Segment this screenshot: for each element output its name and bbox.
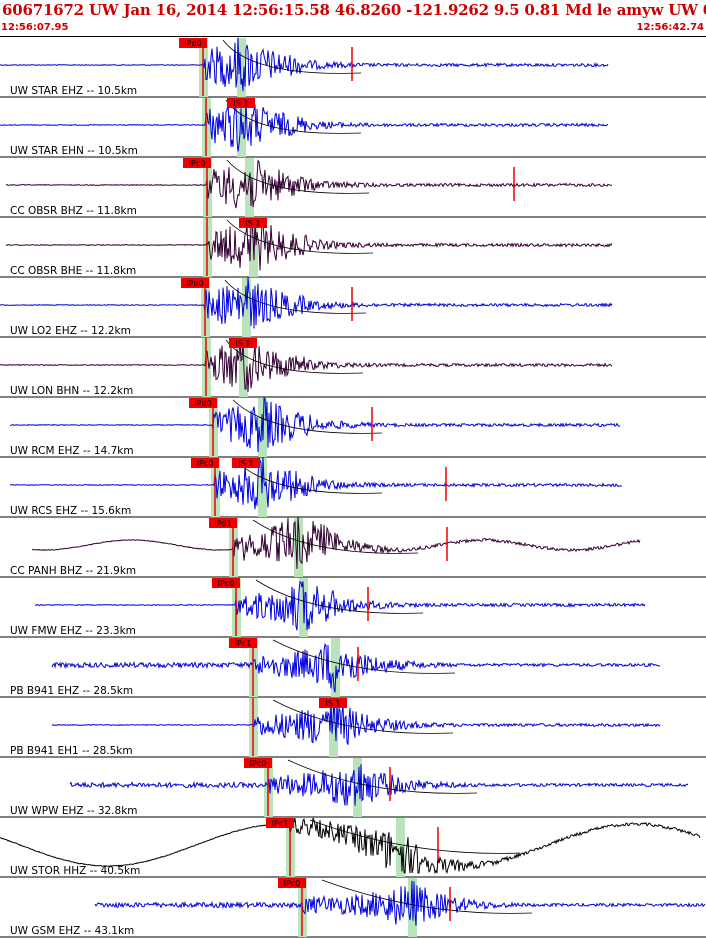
waveform	[0, 817, 701, 875]
pick2-label-box	[232, 458, 260, 468]
waveform	[0, 277, 613, 329]
station-label: UW LO2 EHZ -- 12.2km	[10, 325, 131, 337]
station-label: UW STAR EHZ -- 10.5km	[10, 85, 137, 97]
station-label: CC OBSR BHE -- 11.8km	[10, 265, 136, 277]
time-start: 12:56:07.95	[1, 22, 69, 33]
coda-curve	[255, 579, 424, 614]
trace-row: IPd0 UW LO2 EHZ -- 12.2km	[0, 277, 706, 338]
trace-row: IS 1 UW STAR EHN -- 10.5km	[0, 98, 706, 158]
pick-label-box	[181, 278, 209, 288]
s-window	[245, 158, 254, 217]
coda-curve	[252, 519, 419, 554]
s-window	[353, 758, 362, 817]
header: 60671672 UW Jan 16, 2014 12:56:15.58 46.…	[0, 0, 706, 37]
station-label: UW LON BHN -- 12.2km	[10, 385, 133, 397]
station-label: UW WPW EHZ -- 32.8km	[10, 805, 138, 817]
pick-label-box	[239, 218, 267, 228]
pick-label-box	[227, 98, 255, 108]
waveform	[0, 98, 609, 152]
trace-row: IPd0 UW RCM EHZ -- 14.7km	[0, 396, 706, 458]
waveform	[94, 880, 706, 926]
waveform	[51, 699, 661, 745]
coda-curve	[226, 159, 370, 194]
pick-label: IPc0	[189, 159, 206, 168]
coda-curve	[226, 219, 374, 254]
coda-curve	[272, 699, 454, 734]
waveform	[51, 643, 661, 693]
waveform	[0, 37, 609, 92]
station-label: PB B941 EHZ -- 28.5km	[10, 685, 133, 697]
pick-label-box	[229, 638, 257, 648]
coda-curve	[232, 399, 383, 434]
waveform	[69, 764, 689, 806]
station-label: PB B941 EH1 -- 28.5km	[10, 745, 133, 757]
pick-label-box	[212, 578, 240, 588]
coda-curve	[272, 639, 456, 674]
trace-row: IPd1 CC PANH BHZ -- 21.9km	[0, 516, 706, 578]
trace-row: IPd0 UW STAR EHZ -- 10.5km	[0, 37, 706, 98]
trace-row: IS 1 CC OBSR BHE -- 11.8km	[0, 218, 706, 278]
pick-label: IPd0	[186, 279, 203, 288]
trace-row: IPc0 UW WPW EHZ -- 32.8km	[0, 758, 706, 818]
pick-label-box	[244, 758, 272, 768]
s-window	[329, 698, 338, 757]
station-label: CC PANH BHZ -- 21.9km	[10, 565, 136, 577]
station-label: UW RCS EHZ -- 15.6km	[10, 505, 131, 517]
pick-label: IPc0	[218, 579, 235, 588]
pick-label-box	[209, 518, 237, 528]
trace-row: IPc1 UW STOR HHZ -- 40.5km	[0, 817, 706, 878]
event-title: 60671672 UW Jan 16, 2014 12:56:15.58 46.…	[2, 1, 706, 19]
s-window	[294, 518, 303, 577]
station-label: CC OBSR BHZ -- 11.8km	[10, 205, 137, 217]
trace-row: IPc0 UW GSM EHZ -- 43.1km	[0, 878, 706, 938]
trace-row: IPc1 PB B941 EHZ -- 28.5km	[0, 638, 706, 698]
coda-curve	[309, 819, 521, 854]
pick-label-box	[266, 818, 294, 828]
pick-label: IPc1	[235, 639, 252, 648]
coda-curve	[287, 759, 478, 794]
waveform	[5, 219, 613, 271]
station-label: UW FMW EHZ -- 23.3km	[10, 625, 136, 637]
station-label: UW RCM EHZ -- 14.7km	[10, 445, 134, 457]
pick-label: IPc0	[197, 459, 214, 468]
pick-label-box	[319, 698, 347, 708]
coda-curve	[224, 279, 367, 314]
trace-row: IPc0 CC OBSR BHZ -- 11.8km	[0, 158, 706, 218]
trace-row: IPc0 IS 1 UW RCS EHZ -- 15.6km	[0, 456, 706, 518]
pick-label-box	[191, 458, 219, 468]
waveform	[0, 338, 613, 392]
time-end: 12:56:42.74	[636, 22, 704, 33]
pick-label-box	[179, 38, 207, 48]
waveform	[9, 456, 623, 510]
pick-label: IPd1	[214, 519, 231, 528]
pick-label-box	[229, 338, 257, 348]
pick-label: IS 1	[245, 219, 260, 228]
pick-label-box	[278, 878, 306, 888]
s-window	[237, 38, 246, 97]
pick-label: IPc1	[272, 819, 289, 828]
station-label: UW STAR EHN -- 10.5km	[10, 145, 138, 157]
coda-curve	[222, 39, 362, 74]
coda-curve	[321, 879, 533, 914]
pick-label: IPd0	[184, 39, 201, 48]
pick2-label: IS 1	[238, 459, 253, 468]
pick-label-box	[183, 158, 211, 168]
station-label: UW GSM EHZ -- 43.1km	[10, 925, 134, 937]
trace-row: IPc0 UW FMW EHZ -- 23.3km	[0, 578, 706, 638]
waveform	[9, 396, 621, 452]
waveform	[34, 581, 646, 631]
pick-label: IS 1	[325, 699, 340, 708]
pick-label-box	[189, 398, 217, 408]
pick-label: IPd0	[194, 399, 211, 408]
pick-label: IS 1	[235, 339, 250, 348]
station-label: UW STOR HHZ -- 40.5km	[10, 865, 140, 877]
waveform	[31, 516, 641, 569]
pick-label: IPc0	[284, 879, 301, 888]
trace-row: IS 1 UW LON BHN -- 12.2km	[0, 338, 706, 398]
trace-row: IS 1 PB B941 EH1 -- 28.5km	[0, 698, 706, 758]
pick-label: IS 1	[233, 99, 248, 108]
waveform	[5, 159, 613, 209]
pick-label: IPc0	[250, 759, 267, 768]
